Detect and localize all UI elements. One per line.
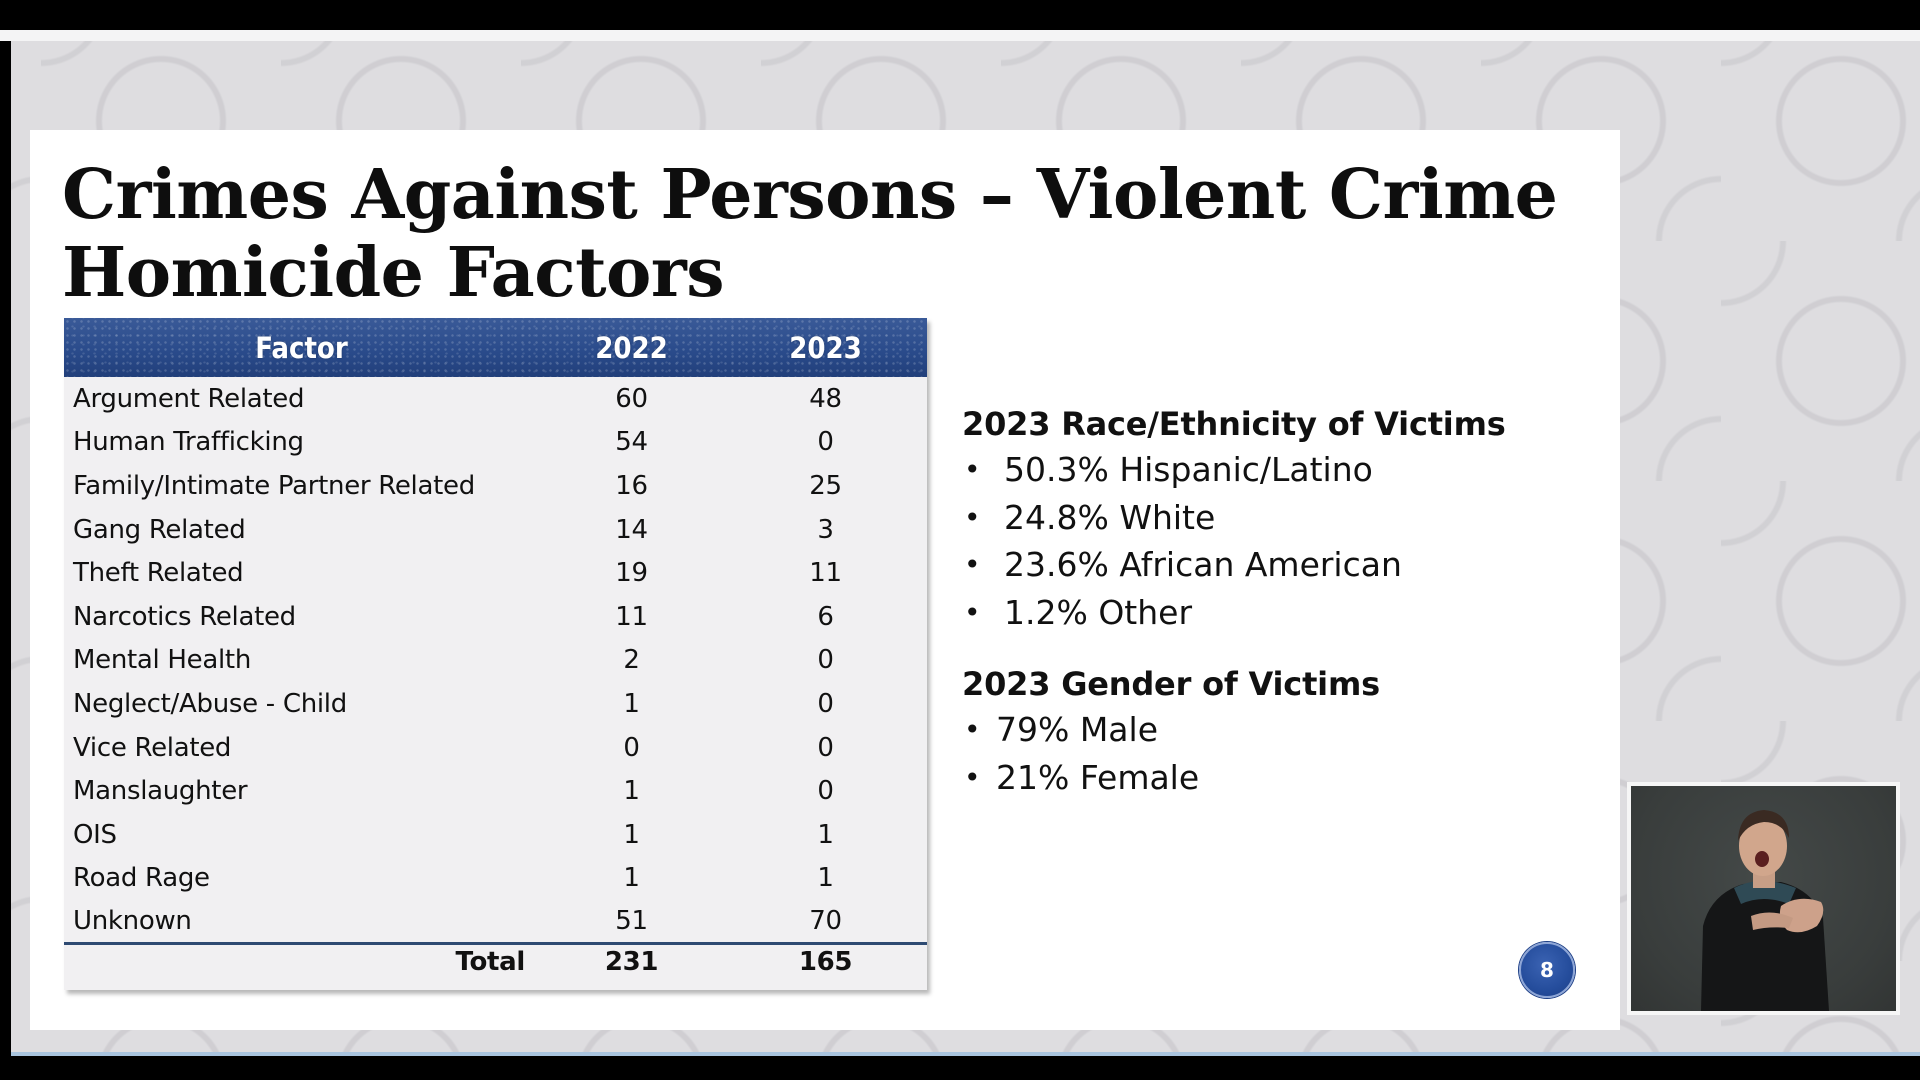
bottom-letterbox-bar — [0, 1056, 1920, 1080]
table-row: OIS 1 1 — [64, 813, 927, 857]
value-2022: 14 — [615, 514, 648, 545]
value-2023: 25 — [809, 470, 842, 501]
race-heading: 2023 Race/Ethnicity of Victims — [962, 405, 1506, 443]
table-header-row: Factor 2022 2023 — [64, 318, 927, 377]
table-row: Argument Related 60 48 — [64, 377, 927, 421]
bottom-edge-line — [11, 1052, 1920, 1056]
total-label: Total — [64, 942, 539, 978]
value-2023: 6 — [817, 601, 834, 632]
homicide-factors-table: Factor 2022 2023 Argument Related 60 48 … — [64, 318, 927, 990]
list-item: • 23.6% African American — [962, 541, 1562, 589]
gender-block: 2023 Gender of Victims • 79% Male • 21% Fe… — [962, 662, 1562, 801]
value-2022: 51 — [615, 906, 648, 937]
gender-heading: 2023 Gender of Victims — [962, 665, 1380, 703]
bullet-icon: • — [964, 548, 981, 581]
value-2022: 1 — [623, 688, 640, 719]
header-2022: 2022 — [595, 330, 668, 365]
value-2023: 0 — [817, 776, 834, 807]
list-item: • 1.2% Other — [962, 589, 1562, 637]
header-2023: 2023 — [789, 330, 862, 365]
factor-cell: Road Rage — [73, 863, 210, 894]
value-2022: 2 — [623, 645, 640, 676]
top-letterbox-bar — [0, 0, 1920, 30]
value-2022: 1 — [623, 819, 640, 850]
factor-cell: Argument Related — [73, 383, 305, 414]
value-2022: 1 — [623, 776, 640, 807]
list-item: • 50.3% Hispanic/Latino — [962, 446, 1562, 494]
total-2023: 165 — [724, 942, 927, 978]
title-line-1: Crimes Against Persons – Violent Crime — [62, 155, 1558, 235]
value-2022: 11 — [615, 601, 648, 632]
value-2022: 60 — [615, 383, 648, 414]
list-item: • 24.8% White — [962, 494, 1562, 542]
bullet-icon: • — [964, 760, 981, 794]
list-item: • 21% Female — [962, 754, 1562, 802]
factor-cell: Family/Intimate Partner Related — [73, 470, 475, 501]
value-2023: 1 — [817, 819, 834, 850]
value-2022: 0 — [623, 732, 640, 763]
total-2022: 231 — [539, 942, 724, 978]
bullet-icon: • — [964, 595, 981, 629]
title-line-2: Homicide Factors — [62, 233, 725, 313]
value-2022: 19 — [615, 558, 648, 589]
bullet-icon: • — [964, 500, 981, 534]
table-row: Unknown 51 70 — [64, 900, 927, 944]
table-row: Gang Related 14 3 — [64, 508, 927, 552]
table-row: Road Rage 1 1 — [64, 857, 927, 901]
victim-statistics: 2023 Race/Ethnicity of Victims • 50.3% Hi… — [962, 402, 1562, 801]
interpreter-video-feed — [1631, 786, 1896, 1011]
value-2023: 0 — [817, 688, 834, 719]
sign-language-interpreter-video — [1627, 782, 1900, 1015]
value-2022: 1 — [623, 863, 640, 894]
factor-cell: Manslaughter — [73, 776, 248, 807]
value-2023: 11 — [809, 558, 842, 589]
value-2023: 0 — [817, 645, 834, 676]
bullet-icon: • — [964, 453, 981, 486]
value-2023: 1 — [817, 863, 834, 894]
value-2022: 54 — [615, 427, 648, 458]
factor-cell: Theft Related — [73, 558, 244, 589]
slide-content: Crimes Against Persons – Violent Crime H… — [30, 130, 1620, 1030]
interpreter-figure-icon — [1701, 810, 1829, 1011]
page-number-badge: 8 — [1519, 942, 1575, 998]
race-ethnicity-block: 2023 Race/Ethnicity of Victims • 50.3% Hi… — [962, 402, 1562, 636]
value-2023: 0 — [817, 732, 834, 763]
table-row: Family/Intimate Partner Related 16 25 — [64, 464, 927, 508]
top-edge — [0, 30, 1920, 41]
table-row: Narcotics Related 11 6 — [64, 595, 927, 639]
list-item: • 79% Male — [962, 706, 1562, 754]
slide-title: Crimes Against Persons – Violent Crime H… — [62, 156, 1602, 312]
gender-list: • 79% Male • 21% Female — [962, 706, 1562, 801]
table-row: Manslaughter 1 0 — [64, 769, 927, 813]
table-row: Theft Related 19 11 — [64, 551, 927, 595]
table-row: Neglect/Abuse - Child 1 0 — [64, 682, 927, 726]
factor-cell: Vice Related — [73, 732, 232, 763]
race-list: • 50.3% Hispanic/Latino • 24.8% White • 23.… — [962, 446, 1562, 636]
factor-cell: Mental Health — [73, 645, 251, 676]
header-factor: Factor — [255, 330, 348, 365]
bullet-icon: • — [964, 713, 981, 746]
value-2023: 48 — [809, 383, 842, 414]
factor-cell: OIS — [73, 819, 117, 850]
factor-cell: Unknown — [73, 906, 192, 937]
factor-cell: Human Trafficking — [73, 427, 304, 458]
table-row: Vice Related 0 0 — [64, 726, 927, 770]
value-2023: 0 — [817, 427, 834, 458]
factor-cell: Neglect/Abuse - Child — [73, 688, 347, 719]
value-2022: 16 — [615, 470, 648, 501]
table-total-row: Total 231 165 — [64, 942, 927, 978]
value-2023: 3 — [817, 514, 834, 545]
value-2023: 70 — [809, 906, 842, 937]
factor-cell: Gang Related — [73, 514, 246, 545]
table-row: Human Trafficking 54 0 — [64, 421, 927, 465]
factor-cell: Narcotics Related — [73, 601, 296, 632]
table-row: Mental Health 2 0 — [64, 639, 927, 683]
